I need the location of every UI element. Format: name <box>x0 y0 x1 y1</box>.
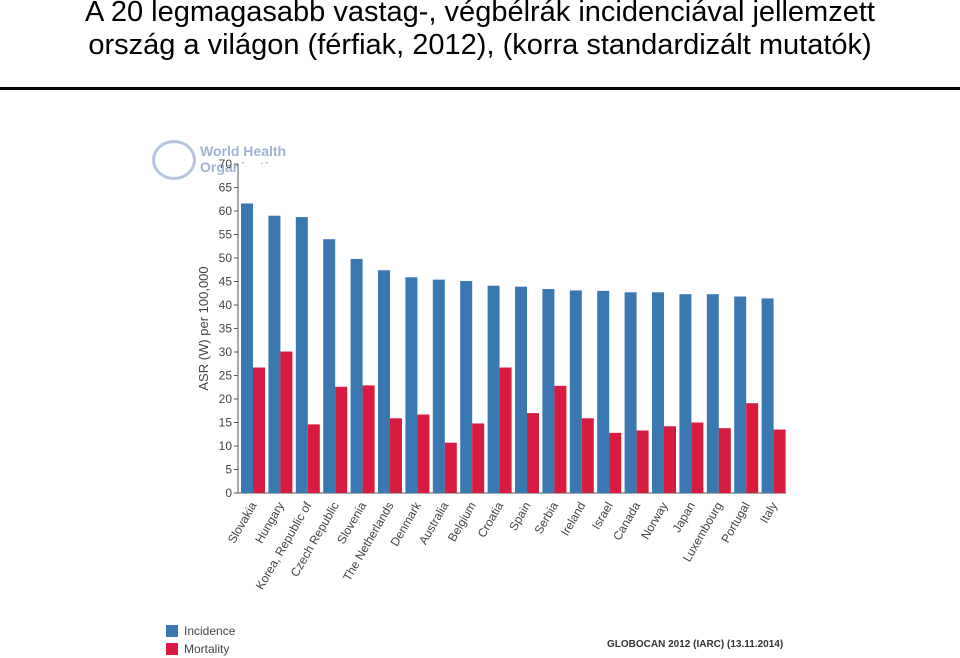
y-tick-label: 40 <box>219 298 233 312</box>
bar-incidence <box>350 258 363 493</box>
slide-title-line2: ország a világon (férfiak, 2012), (korra… <box>88 29 872 61</box>
bar-incidence <box>761 298 774 493</box>
title-divider <box>0 87 960 90</box>
y-tick-label: 0 <box>225 486 232 500</box>
bar-mortality <box>554 385 567 493</box>
bar-mortality <box>499 367 512 493</box>
bar-mortality <box>417 414 430 493</box>
bar-mortality <box>527 413 539 493</box>
bar-mortality <box>444 442 457 493</box>
bar-mortality <box>307 424 320 493</box>
y-tick-label: 20 <box>219 392 233 406</box>
bar-incidence <box>378 270 390 493</box>
plot-area <box>238 164 786 493</box>
bar-incidence <box>652 292 664 493</box>
bar-mortality <box>609 432 622 493</box>
y-tick-label: 65 <box>219 181 233 195</box>
bar-mortality <box>472 423 485 493</box>
x-tick-label: Spain <box>506 500 533 534</box>
bar-incidence <box>460 281 473 493</box>
y-tick-label: 10 <box>219 439 233 453</box>
bar-incidence <box>268 215 281 493</box>
y-tick-label: 60 <box>219 204 233 218</box>
bar-incidence <box>734 296 747 493</box>
chart-legend: Incidence Mortality <box>166 622 235 658</box>
bar-mortality <box>390 418 402 493</box>
y-tick-label: 15 <box>219 416 233 430</box>
who-emblem-icon <box>152 140 196 180</box>
x-tick-label: Ireland <box>558 500 588 539</box>
bar-incidence <box>295 217 308 494</box>
y-tick-label: 50 <box>219 251 233 265</box>
x-tick-label: Canada <box>610 499 643 543</box>
bar-incidence <box>706 294 719 493</box>
legend-item-incidence: Incidence <box>166 622 235 640</box>
legend-item-mortality: Mortality <box>166 640 235 658</box>
bar-incidence <box>624 292 637 493</box>
bar-incidence <box>515 286 527 493</box>
source-credit: GLOBOCAN 2012 (IARC) (13.11.2014) <box>607 639 784 650</box>
y-tick-label: 30 <box>219 345 233 359</box>
slide-title: A 20 legmagasabb vastag-, végbélrák inci… <box>0 0 960 62</box>
legend-label-mortality: Mortality <box>184 642 230 656</box>
y-tick-label: 55 <box>219 228 233 242</box>
y-tick-label: 45 <box>219 275 233 289</box>
bar-mortality <box>718 428 731 493</box>
bar-incidence <box>569 290 582 493</box>
legend-label-incidence: Incidence <box>184 624 236 638</box>
bar-incidence <box>542 289 555 493</box>
bar-incidence <box>405 277 418 493</box>
x-tick-label: Japan <box>670 500 698 535</box>
x-tick-label: Norway <box>638 500 670 542</box>
x-tick-label: Croatia <box>475 499 507 540</box>
x-tick-label: Italy <box>757 500 780 526</box>
bar-incidence <box>597 290 610 493</box>
y-tick-label: 70 <box>219 157 233 171</box>
legend-swatch-mortality <box>166 643 178 655</box>
bar-mortality <box>636 430 649 493</box>
bar-incidence <box>679 294 692 493</box>
y-axis-label: ASR (W) per 100,000 <box>196 266 211 390</box>
bar-mortality <box>362 385 375 493</box>
y-tick-label: 25 <box>219 369 233 383</box>
y-tick-label: 35 <box>219 322 233 336</box>
bar-incidence <box>323 239 336 493</box>
bar-incidence <box>487 285 500 493</box>
bar-mortality <box>746 403 759 493</box>
bar-incidence <box>432 279 445 493</box>
bar-mortality <box>335 386 348 493</box>
bar-mortality <box>253 367 265 493</box>
x-tick-label: Israel <box>589 500 616 532</box>
bar-mortality <box>773 429 786 493</box>
x-tick-label: Serbia <box>532 499 562 536</box>
slide-title-line1: A 20 legmagasabb vastag-, végbélrák inci… <box>85 0 875 28</box>
bar-incidence <box>241 203 253 494</box>
bar-mortality <box>581 418 594 493</box>
bar-mortality <box>691 422 704 493</box>
bar-mortality <box>664 426 676 493</box>
y-tick-label: 5 <box>225 463 232 477</box>
legend-swatch-incidence <box>166 625 178 637</box>
bar-mortality <box>280 351 293 493</box>
